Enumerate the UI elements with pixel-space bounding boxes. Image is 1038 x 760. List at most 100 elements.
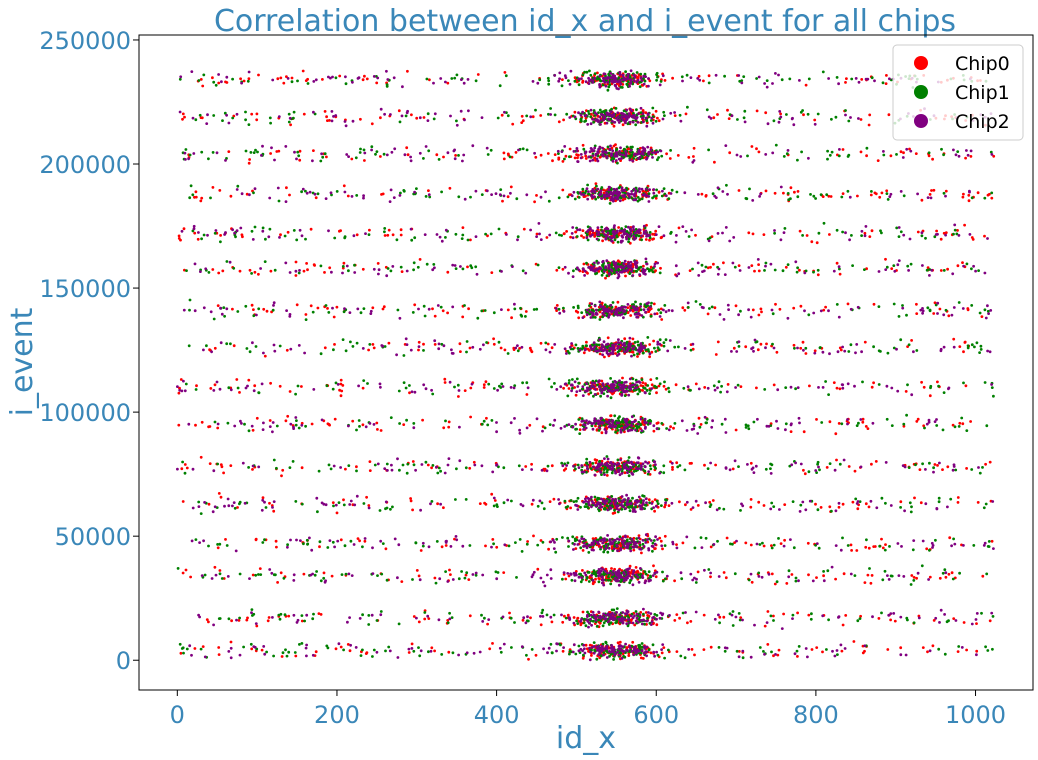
data-point bbox=[599, 315, 602, 319]
data-point bbox=[626, 306, 630, 309]
data-point bbox=[635, 537, 639, 540]
data-point bbox=[495, 545, 499, 549]
data-point bbox=[619, 464, 622, 468]
data-point bbox=[983, 234, 986, 238]
data-point bbox=[667, 197, 671, 201]
data-point bbox=[580, 311, 584, 314]
data-point bbox=[339, 229, 342, 233]
data-point bbox=[521, 119, 525, 123]
data-point bbox=[665, 152, 668, 156]
data-point bbox=[183, 115, 186, 119]
data-point bbox=[339, 538, 343, 542]
data-point bbox=[465, 350, 468, 354]
data-point bbox=[777, 648, 781, 652]
data-point bbox=[332, 315, 336, 319]
data-point bbox=[616, 259, 620, 263]
data-point bbox=[783, 538, 786, 542]
data-point bbox=[936, 380, 939, 384]
data-point bbox=[265, 650, 268, 654]
data-point bbox=[553, 113, 557, 117]
data-point bbox=[492, 542, 495, 546]
data-point bbox=[251, 573, 255, 577]
data-point bbox=[428, 78, 431, 82]
data-point bbox=[242, 79, 246, 83]
data-point bbox=[342, 261, 346, 265]
data-point bbox=[245, 347, 249, 350]
data-point bbox=[652, 539, 656, 542]
data-point bbox=[863, 581, 867, 584]
data-point bbox=[755, 147, 758, 151]
data-point bbox=[588, 312, 592, 316]
data-point bbox=[447, 425, 451, 429]
data-point bbox=[277, 149, 281, 153]
data-point bbox=[707, 81, 711, 85]
data-point bbox=[200, 420, 204, 424]
data-point bbox=[663, 534, 667, 538]
data-point bbox=[990, 539, 994, 543]
data-point bbox=[678, 464, 682, 467]
data-point bbox=[258, 567, 262, 570]
data-point bbox=[770, 501, 774, 505]
data-point bbox=[956, 496, 960, 499]
data-point bbox=[642, 351, 645, 355]
data-point bbox=[268, 227, 272, 231]
data-point bbox=[604, 276, 607, 280]
data-point bbox=[596, 308, 600, 312]
data-point bbox=[624, 70, 627, 74]
data-point bbox=[279, 612, 283, 616]
data-point bbox=[821, 650, 824, 654]
data-point bbox=[440, 653, 444, 656]
data-point bbox=[654, 350, 658, 353]
data-point bbox=[430, 500, 434, 503]
data-point bbox=[782, 191, 785, 195]
data-point bbox=[884, 82, 888, 85]
data-point bbox=[667, 648, 670, 652]
data-point bbox=[594, 379, 598, 383]
data-point bbox=[958, 345, 962, 348]
data-point bbox=[261, 541, 265, 544]
data-point bbox=[581, 656, 585, 660]
data-point bbox=[401, 463, 405, 467]
data-point bbox=[757, 571, 761, 575]
data-point bbox=[278, 344, 282, 348]
data-point bbox=[208, 348, 212, 352]
data-point bbox=[546, 76, 550, 80]
data-point bbox=[902, 151, 905, 155]
data-point bbox=[252, 645, 256, 648]
data-point bbox=[287, 650, 291, 654]
data-point bbox=[747, 427, 751, 431]
data-point bbox=[739, 309, 742, 313]
data-point bbox=[278, 384, 282, 388]
data-point bbox=[544, 341, 548, 345]
data-point bbox=[847, 119, 851, 123]
data-point bbox=[960, 646, 964, 649]
data-point bbox=[737, 650, 741, 653]
data-point bbox=[930, 189, 933, 192]
data-point bbox=[454, 232, 458, 236]
data-point bbox=[790, 573, 794, 576]
data-point bbox=[932, 188, 936, 192]
data-point bbox=[361, 386, 365, 390]
data-point bbox=[385, 578, 389, 582]
data-point bbox=[636, 355, 639, 358]
data-point bbox=[647, 268, 651, 271]
data-point bbox=[765, 79, 769, 82]
data-point bbox=[731, 467, 735, 471]
data-point bbox=[931, 157, 934, 161]
data-point bbox=[989, 150, 993, 154]
data-point bbox=[744, 345, 748, 349]
data-point bbox=[772, 119, 776, 123]
data-point bbox=[602, 188, 605, 192]
data-point bbox=[641, 542, 645, 546]
data-point bbox=[606, 550, 610, 554]
data-point bbox=[443, 381, 447, 384]
data-point bbox=[499, 188, 503, 192]
data-point bbox=[849, 343, 853, 347]
data-point bbox=[436, 471, 440, 475]
data-point bbox=[319, 613, 323, 616]
data-point bbox=[525, 381, 529, 385]
data-point bbox=[484, 380, 488, 384]
data-point bbox=[252, 191, 255, 195]
data-point bbox=[465, 571, 469, 575]
